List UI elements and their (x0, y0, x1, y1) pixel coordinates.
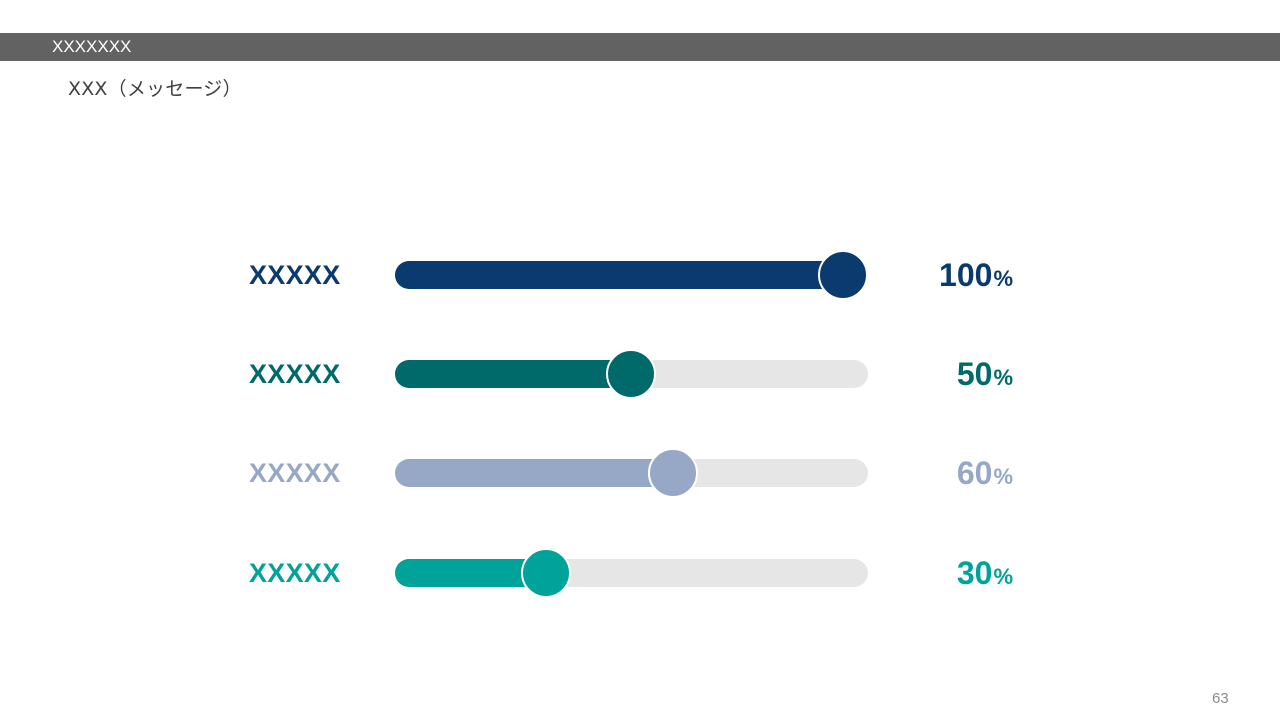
percent-value: 50 (956, 356, 993, 392)
row-label: XXXXX (249, 458, 341, 488)
percent-unit: % (993, 266, 1013, 291)
progress-knob[interactable] (648, 448, 699, 498)
progress-track (395, 250, 868, 300)
percent-value: 100 (939, 257, 993, 293)
percent-unit: % (993, 464, 1013, 489)
percent-readout: 60% (957, 455, 1013, 498)
progress-track (395, 548, 868, 598)
percent-readout: 100% (939, 257, 1013, 300)
row-label: XXXXX (249, 558, 341, 588)
progress-row: XXXXX 100% (0, 245, 1280, 305)
progress-track (395, 448, 868, 498)
progress-fill (395, 261, 847, 289)
slide-title: XXXXXXX (52, 37, 132, 56)
progress-fill (395, 360, 635, 388)
message-text: XXX（メッセージ） (68, 78, 242, 100)
percent-unit: % (993, 365, 1013, 390)
progress-knob[interactable] (521, 548, 572, 598)
page-number: 63 (1212, 690, 1229, 707)
percent-readout: 50% (957, 356, 1013, 399)
progress-knob[interactable] (606, 349, 656, 399)
progress-row: XXXXX 50% (0, 344, 1280, 404)
progress-row: XXXXX 60% (0, 443, 1280, 503)
header-bar: XXXXXXX (0, 33, 1280, 61)
progress-fill (395, 459, 678, 487)
progress-row: XXXXX 30% (0, 543, 1280, 603)
percent-readout: 30% (957, 555, 1013, 598)
row-label: XXXXX (249, 359, 341, 389)
progress-track (395, 349, 868, 399)
row-label: XXXXX (249, 260, 341, 290)
progress-knob[interactable] (818, 250, 868, 300)
percent-unit: % (993, 564, 1013, 589)
percent-value: 30 (956, 555, 993, 591)
percent-value: 60 (956, 455, 993, 491)
